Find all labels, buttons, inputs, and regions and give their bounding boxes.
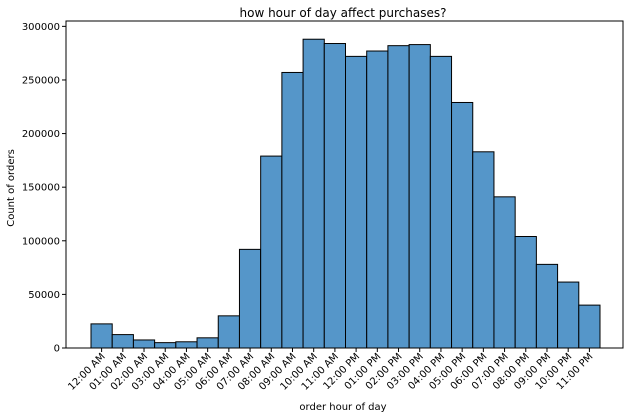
y-tick-label: 300000 [22,22,60,33]
bar-5 [196,337,219,349]
bar-6 [217,315,240,349]
bar-11 [323,43,346,349]
x-axis-label: order hour of day [299,402,386,413]
bar-22 [557,281,580,349]
bar-15 [408,44,431,349]
plot-frame [65,20,624,349]
bar-14 [387,45,410,349]
bar-0 [90,323,113,349]
bar-19 [493,196,516,349]
y-tick-label: 0 [54,344,60,355]
bar-21 [535,263,559,349]
y-tick-label: 250000 [22,75,60,86]
bar-7 [238,248,262,349]
bar-9 [281,71,304,349]
y-tick-label: 100000 [22,236,60,247]
bar-4 [175,341,198,349]
bar-18 [472,151,495,349]
chart-title: how hour of day affect purchases? [240,6,447,20]
bar-17 [451,101,474,349]
y-tick-label: 200000 [22,129,60,140]
bar-20 [514,235,537,349]
bar-23 [578,304,601,349]
y-tick-label: 50000 [28,290,60,301]
bar-3 [154,342,177,349]
bar-10 [302,38,325,349]
bar-1 [111,334,134,349]
bar-2 [132,339,156,349]
bar-13 [366,50,389,349]
y-tick-label: 150000 [22,183,60,194]
y-axis-label: Count of orders [6,149,17,227]
plot-area: 05000010000015000020000025000030000012:0… [22,20,624,393]
bar-16 [429,55,453,349]
bar-8 [260,155,283,349]
bar-12 [345,55,368,349]
